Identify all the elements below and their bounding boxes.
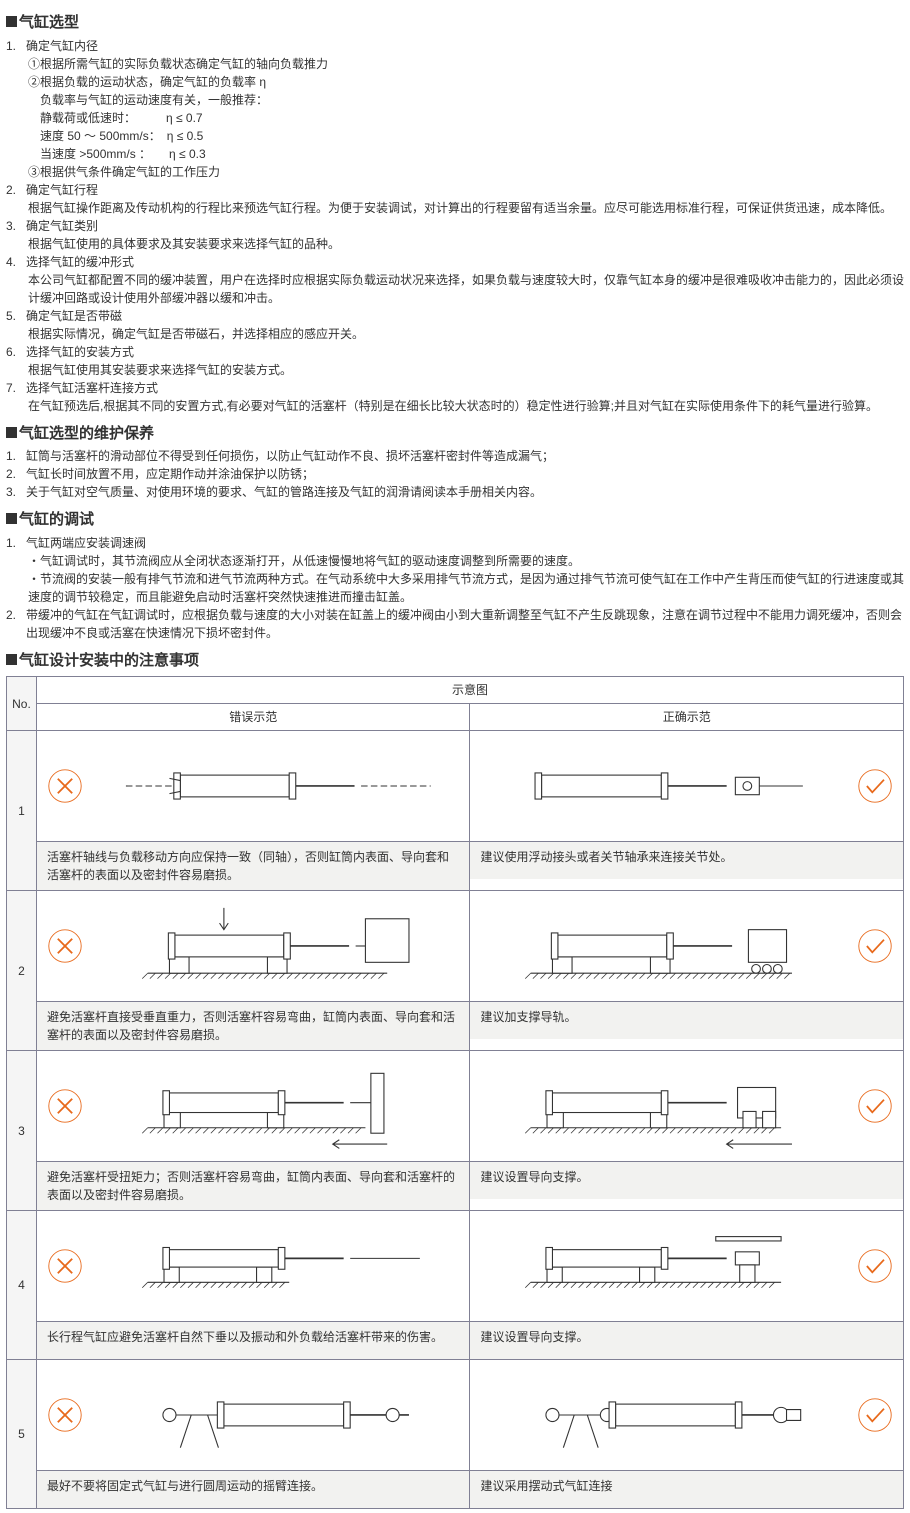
list-text: 选择气缸的安装方式 bbox=[26, 343, 904, 361]
list-sub: 根据实际情况，确定气缸是否带磁石，并选择相应的感应开关。 bbox=[6, 325, 904, 343]
list-text: 确定气缸内径 bbox=[26, 37, 904, 55]
list-number: 5. bbox=[6, 307, 26, 325]
list-sub: ・节流阀的安装一般有排气节流和进气节流两种方式。在气动系统中大多采用排气节流方式… bbox=[6, 570, 904, 606]
wrong-diagram bbox=[97, 897, 460, 995]
correct-caption: 建议设置导向支撑。 bbox=[470, 1321, 903, 1359]
list-sub: 静载荷或低速时： η ≤ 0.7 bbox=[6, 109, 904, 127]
section-title-1: 气缸选型 bbox=[6, 12, 904, 35]
check-icon bbox=[857, 1397, 893, 1433]
list-number: 6. bbox=[6, 343, 26, 361]
correct-caption: 建议采用摆动式气缸连接 bbox=[470, 1470, 903, 1508]
wrong-caption: 长行程气缸应避免活塞杆自然下垂以及振动和外负载给活塞杆带来的伤害。 bbox=[37, 1321, 470, 1359]
list-text: 缸筒与活塞杆的滑动部位不得受到任何损伤，以防止气缸动作不良、损坏活塞杆密封件等造… bbox=[26, 447, 904, 465]
list-sub: ②根据负载的运动状态，确定气缸的负载率 η bbox=[6, 73, 904, 91]
check-icon bbox=[857, 928, 893, 964]
wrong-caption: 活塞杆轴线与负载移动方向应保持一致（同轴），否则缸筒内表面、导向套和活塞杆的表面… bbox=[37, 841, 470, 890]
wrong-diagram bbox=[97, 1366, 460, 1464]
correct-caption: 建议设置导向支撑。 bbox=[470, 1161, 903, 1199]
list-text: 带缓冲的气缸在气缸调试时，应根据负载与速度的大小对装在缸盖上的缓冲阀由小到大重新… bbox=[26, 606, 904, 642]
correct-caption: 建议加支撑导轨。 bbox=[470, 1001, 903, 1039]
th-no: No. bbox=[7, 677, 37, 731]
list-number: 4. bbox=[6, 253, 26, 271]
list-sub: 在气缸预选后,根据其不同的安置方式,有必要对气缸的活塞杆（特别是在细长比较大状态… bbox=[6, 397, 904, 415]
list-text: 气缸长时间放置不用，应定期作动并涂油保护以防锈； bbox=[26, 465, 904, 483]
list-text: 关于气缸对空气质量、对使用环境的要求、气缸的管路连接及气缸的润滑请阅读本手册相关… bbox=[26, 483, 904, 501]
check-icon bbox=[857, 768, 893, 804]
check-icon bbox=[857, 1248, 893, 1284]
correct-diagram bbox=[480, 1057, 843, 1155]
list-number: 1. bbox=[6, 534, 26, 552]
list-sub: ③根据供气条件确定气缸的工作压力 bbox=[6, 163, 904, 181]
list-number: 7. bbox=[6, 379, 26, 397]
x-icon bbox=[47, 928, 83, 964]
correct-diagram bbox=[480, 737, 843, 835]
row-no: 4 bbox=[7, 1211, 37, 1360]
correct-diagram bbox=[480, 897, 843, 995]
list-sub: 本公司气缸都配置不同的缓冲装置，用户在选择时应根据实际负载运动状况来选择，如果负… bbox=[6, 271, 904, 307]
section-title-4: 气缸设计安装中的注意事项 bbox=[6, 650, 904, 673]
list-number: 2. bbox=[6, 181, 26, 199]
list-text: 确定气缸是否带磁 bbox=[26, 307, 904, 325]
list-text: 确定气缸行程 bbox=[26, 181, 904, 199]
list-sub: 根据气缸操作距离及传动机构的行程比来预选气缸行程。为便于安装调试，对计算出的行程… bbox=[6, 199, 904, 217]
x-icon bbox=[47, 1088, 83, 1124]
th-diag: 示意图 bbox=[36, 677, 903, 704]
wrong-caption: 避免活塞杆直接受垂直重力，否则活塞杆容易弯曲，缸筒内表面、导向套和活塞杆的表面以… bbox=[37, 1001, 470, 1050]
list-text: 气缸两端应安装调速阀 bbox=[26, 534, 904, 552]
row-no: 3 bbox=[7, 1051, 37, 1211]
list-sub: 根据气缸使用的具体要求及其安装要求来选择气缸的品种。 bbox=[6, 235, 904, 253]
list-sub: ①根据所需气缸的实际负载状态确定气缸的轴向负载推力 bbox=[6, 55, 904, 73]
list-number: 1. bbox=[6, 447, 26, 465]
list-text: 选择气缸的缓冲形式 bbox=[26, 253, 904, 271]
row-no: 1 bbox=[7, 731, 37, 891]
wrong-diagram bbox=[97, 737, 460, 835]
wrong-diagram bbox=[97, 1217, 460, 1315]
correct-caption: 建议使用浮动接头或者关节轴承来连接关节处。 bbox=[470, 841, 903, 879]
list-number: 3. bbox=[6, 217, 26, 235]
list-sub: 负载率与气缸的运动速度有关，一般推荐： bbox=[6, 91, 904, 109]
row-no: 5 bbox=[7, 1360, 37, 1509]
list-number: 2. bbox=[6, 606, 26, 642]
correct-diagram bbox=[480, 1366, 843, 1464]
design-table: No. 示意图 错误示范 正确示范 1活塞杆轴线与负载移动方向应保持一致（同轴）… bbox=[6, 676, 904, 1509]
section-title-2: 气缸选型的维护保养 bbox=[6, 423, 904, 446]
list-number: 1. bbox=[6, 37, 26, 55]
list-sub: 当速度 >500mm/s ： η ≤ 0.3 bbox=[6, 145, 904, 163]
correct-diagram bbox=[480, 1217, 843, 1315]
x-icon bbox=[47, 1248, 83, 1284]
list-text: 选择气缸活塞杆连接方式 bbox=[26, 379, 904, 397]
x-icon bbox=[47, 768, 83, 804]
wrong-diagram bbox=[97, 1057, 460, 1155]
section-title-3: 气缸的调试 bbox=[6, 509, 904, 532]
list-sub: 速度 50 ～ 500mm/s： η ≤ 0.5 bbox=[6, 127, 904, 145]
wrong-caption: 避免活塞杆受扭矩力；否则活塞杆容易弯曲，缸筒内表面、导向套和活塞杆的表面以及密封… bbox=[37, 1161, 470, 1210]
list-sub: 根据气缸使用其安装要求来选择气缸的安装方式。 bbox=[6, 361, 904, 379]
wrong-caption: 最好不要将固定式气缸与进行圆周运动的摇臂连接。 bbox=[37, 1470, 470, 1508]
th-correct: 正确示范 bbox=[470, 704, 904, 731]
list-sub: ・气缸调试时，其节流阀应从全闭状态逐渐打开，从低速慢慢地将气缸的驱动速度调整到所… bbox=[6, 552, 904, 570]
list-text: 确定气缸类别 bbox=[26, 217, 904, 235]
x-icon bbox=[47, 1397, 83, 1433]
list-number: 3. bbox=[6, 483, 26, 501]
check-icon bbox=[857, 1088, 893, 1124]
list-number: 2. bbox=[6, 465, 26, 483]
row-no: 2 bbox=[7, 891, 37, 1051]
th-wrong: 错误示范 bbox=[36, 704, 470, 731]
